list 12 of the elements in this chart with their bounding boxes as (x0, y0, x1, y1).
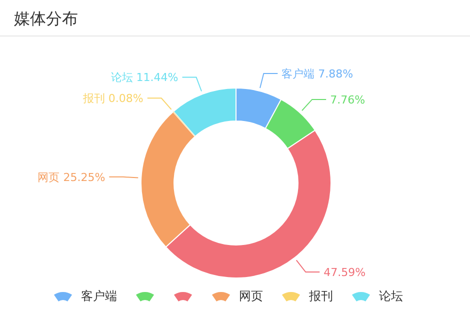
category-label: 客户端 7.88% (282, 67, 354, 80)
chart-title: 媒体分布 (14, 9, 78, 28)
category-label: 报刊 0.08% (82, 92, 144, 106)
data-label: 47.59% (324, 266, 366, 280)
donut-slice (173, 112, 196, 137)
category-label: 论坛 11.44% (110, 71, 178, 84)
legend-label: 客户端 (81, 289, 117, 303)
legend-label: 论坛 (379, 289, 403, 303)
data-label: 7.76% (330, 93, 366, 106)
legend-label: 网页 (239, 289, 263, 303)
legend-label: 报刊 (308, 289, 333, 303)
category-label: 网页 25.25% (38, 170, 106, 184)
